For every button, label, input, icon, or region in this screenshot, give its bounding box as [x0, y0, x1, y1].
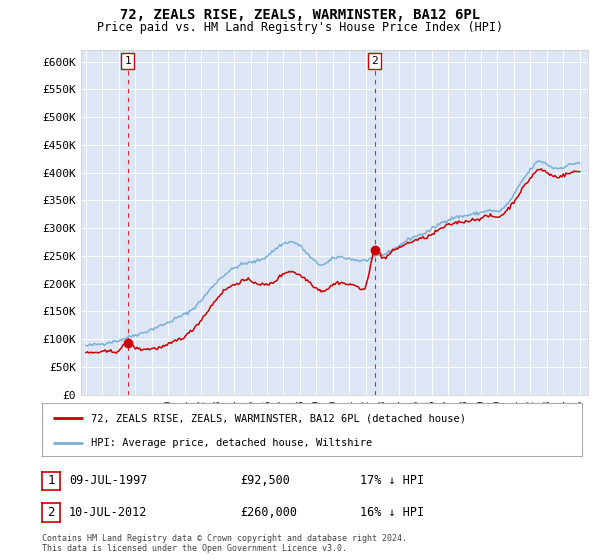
- Text: 2: 2: [47, 506, 55, 519]
- Text: Contains HM Land Registry data © Crown copyright and database right 2024.
This d: Contains HM Land Registry data © Crown c…: [42, 534, 407, 553]
- Text: 1: 1: [124, 56, 131, 66]
- Text: 10-JUL-2012: 10-JUL-2012: [69, 506, 148, 519]
- Text: £92,500: £92,500: [240, 474, 290, 487]
- Text: 1: 1: [47, 474, 55, 487]
- Text: £260,000: £260,000: [240, 506, 297, 519]
- Text: 72, ZEALS RISE, ZEALS, WARMINSTER, BA12 6PL (detached house): 72, ZEALS RISE, ZEALS, WARMINSTER, BA12 …: [91, 413, 466, 423]
- Text: 2: 2: [371, 56, 378, 66]
- Text: Price paid vs. HM Land Registry's House Price Index (HPI): Price paid vs. HM Land Registry's House …: [97, 21, 503, 34]
- Text: HPI: Average price, detached house, Wiltshire: HPI: Average price, detached house, Wilt…: [91, 438, 372, 448]
- Text: 17% ↓ HPI: 17% ↓ HPI: [360, 474, 424, 487]
- Text: 09-JUL-1997: 09-JUL-1997: [69, 474, 148, 487]
- Text: 72, ZEALS RISE, ZEALS, WARMINSTER, BA12 6PL: 72, ZEALS RISE, ZEALS, WARMINSTER, BA12 …: [120, 8, 480, 22]
- Text: 16% ↓ HPI: 16% ↓ HPI: [360, 506, 424, 519]
